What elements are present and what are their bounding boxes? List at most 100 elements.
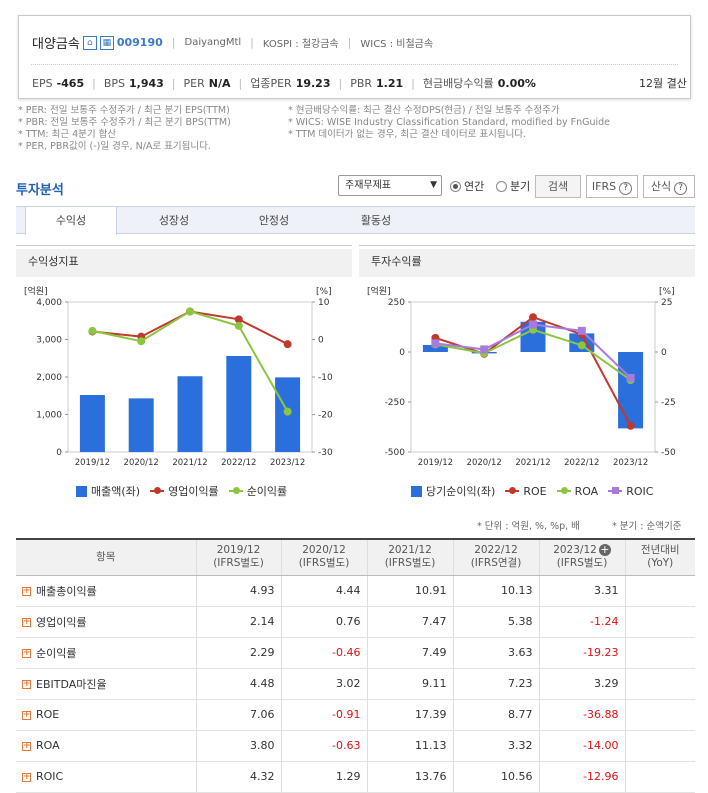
metric-label: BPS <box>103 76 125 90</box>
bar <box>177 376 203 452</box>
table-cell: 10.56 <box>452 761 539 793</box>
ifrs-label: IFRS <box>591 180 617 193</box>
notes-left: * PER: 전일 보통주 수정주가 / 최근 분기 EPS(TTM) * PB… <box>18 105 231 153</box>
expand-row-icon[interactable]: + <box>22 648 31 658</box>
table-cell: 7.47 <box>366 606 453 638</box>
legend-item: ROIC <box>608 485 653 498</box>
left-tick-label: -250 <box>385 398 406 408</box>
expand-row-icon[interactable]: + <box>22 771 31 782</box>
data-point <box>88 326 97 335</box>
right-axis-unit: [%] <box>316 287 332 297</box>
table-cell: -12.96 <box>538 761 625 793</box>
data-point <box>283 407 292 416</box>
left-tick-label: 2,000 <box>36 373 62 383</box>
statement-select[interactable]: 주재무제표 ▼ <box>338 175 442 196</box>
analysis-tabs: 수익성 성장성 안정성 활동성 <box>16 206 695 235</box>
note: * PER, PBR값이 (-)일 경우, N/A로 표기됩니다. <box>18 141 211 152</box>
row-label[interactable]: + ROE <box>16 699 196 731</box>
legend-item: ROA <box>556 485 598 498</box>
row-label[interactable]: + 순이익률 <box>16 637 196 669</box>
row-label[interactable]: + 매출총이익률 <box>16 575 196 607</box>
chart-title: 투자수익률 <box>359 249 695 277</box>
table-cell: -0.63 <box>280 730 367 762</box>
right-axis-unit: [%] <box>659 287 675 297</box>
row-label[interactable]: + ROA <box>16 730 196 762</box>
table-row: + 매출총이익률 4.93 4.44 10.91 10.13 3.31 <box>16 575 695 607</box>
chart-legend: 매출액(좌) 영업이익률 순이익률 <box>76 483 297 499</box>
expand-row-icon[interactable]: + <box>22 617 31 627</box>
formula-help-button[interactable]: 산식? <box>643 175 695 198</box>
metric-value: 0.00% <box>497 76 536 90</box>
data-point <box>577 326 586 335</box>
metric-value: -465 <box>56 76 85 90</box>
left-tick-label: 4,000 <box>36 298 62 308</box>
expand-row-icon[interactable]: + <box>22 679 31 689</box>
row-label[interactable]: + EBITDA마진율 <box>16 668 196 700</box>
column-header: 2021/12 (IFRS별도) <box>366 539 453 576</box>
bar <box>618 352 644 429</box>
quarter-note: * 분기 : 순액기준 <box>612 521 682 532</box>
home-icon[interactable]: ⌂ <box>82 35 97 50</box>
table-cell: 7.49 <box>366 637 453 669</box>
search-button[interactable]: 검색 <box>535 175 581 198</box>
radio-annual[interactable]: 연간 <box>450 178 484 194</box>
notes-right: * 현금배당수익률: 최근 결산 수정DPS(현금) / 전일 보통주 수정주가… <box>288 105 610 141</box>
metric-value: N/A <box>208 76 231 90</box>
table-row: + 순이익률 2.29 -0.46 7.49 3.63 -19.23 <box>16 637 695 669</box>
expand-row-icon[interactable]: + <box>22 709 31 720</box>
radio-label: 연간 <box>464 180 485 193</box>
x-tick-label: 2021/12 <box>515 458 550 468</box>
row-label[interactable]: + 영업이익률 <box>16 606 196 638</box>
data-point <box>137 337 146 346</box>
table-cell: 10.91 <box>366 575 453 607</box>
fiscal-label: 12월 결산 <box>639 77 687 90</box>
table-cell <box>624 637 695 669</box>
legend-item: 당기순이익(좌) <box>411 483 495 499</box>
column-header: 항목 <box>16 539 196 576</box>
table-cell: 2.29 <box>195 637 281 669</box>
table-row: + ROIC 4.32 1.29 13.76 10.56 -12.96 <box>16 761 695 793</box>
expand-row-icon[interactable]: + <box>22 586 31 596</box>
tab-stability[interactable]: 안정성 <box>258 214 290 227</box>
legend-label: 매출액(좌) <box>91 485 141 498</box>
tab-growth[interactable]: 성장성 <box>158 214 190 227</box>
table-cell: 4.44 <box>280 575 367 607</box>
radio-icon <box>450 180 461 192</box>
metric-label: PER <box>183 76 205 90</box>
bar <box>79 395 105 452</box>
section-title: 투자분석 <box>16 183 64 198</box>
left-axis-unit: [억원] <box>24 285 48 297</box>
row-label-text: 매출총이익률 <box>36 584 97 598</box>
ifrs-help-button[interactable]: IFRS? <box>586 175 638 198</box>
english-name: DaiyangMtl <box>184 37 242 48</box>
row-label[interactable]: + ROIC <box>16 761 196 793</box>
legend-label: 순이익률 <box>246 485 288 498</box>
expand-row-icon[interactable]: + <box>22 740 31 751</box>
tab-profitability[interactable]: 수익성 <box>25 206 117 235</box>
table-cell: -36.88 <box>538 699 625 731</box>
radio-quarter[interactable]: 분기 <box>496 178 530 194</box>
x-tick-label: 2020/12 <box>124 458 159 468</box>
table-cell: 13.76 <box>366 761 453 793</box>
wics-label: WICS : 비철금속 <box>360 39 434 50</box>
select-value: 주재무제표 <box>345 180 391 191</box>
return-chart: [억원] [%] -500 -250 0 250 -50 -25 0 25 2019/12 2020/… <box>359 280 695 483</box>
right-tick-label: 0 <box>661 348 667 358</box>
chart-legend: 당기순이익(좌) ROE ROA ROIC <box>411 483 663 499</box>
radio-icon <box>496 180 507 192</box>
legend-item: ROE <box>505 485 547 498</box>
left-tick-label: 1,000 <box>36 411 62 421</box>
table-cell: -14.00 <box>538 730 625 762</box>
metric-value: 1.21 <box>376 76 404 90</box>
tab-activity[interactable]: 활동성 <box>360 214 392 227</box>
x-tick-label: 2020/12 <box>467 458 502 468</box>
left-tick-label: 0 <box>56 448 62 458</box>
bar <box>128 398 154 452</box>
building-icon[interactable]: ▦ <box>99 35 114 50</box>
table-cell: 7.06 <box>195 699 281 731</box>
table-cell: 8.77 <box>452 699 539 731</box>
metric-label: EPS <box>32 76 53 90</box>
row-label-text: 순이익률 <box>36 646 77 660</box>
column-header: 2020/12 (IFRS별도) <box>280 539 367 576</box>
expand-column-icon[interactable]: + <box>598 543 611 557</box>
